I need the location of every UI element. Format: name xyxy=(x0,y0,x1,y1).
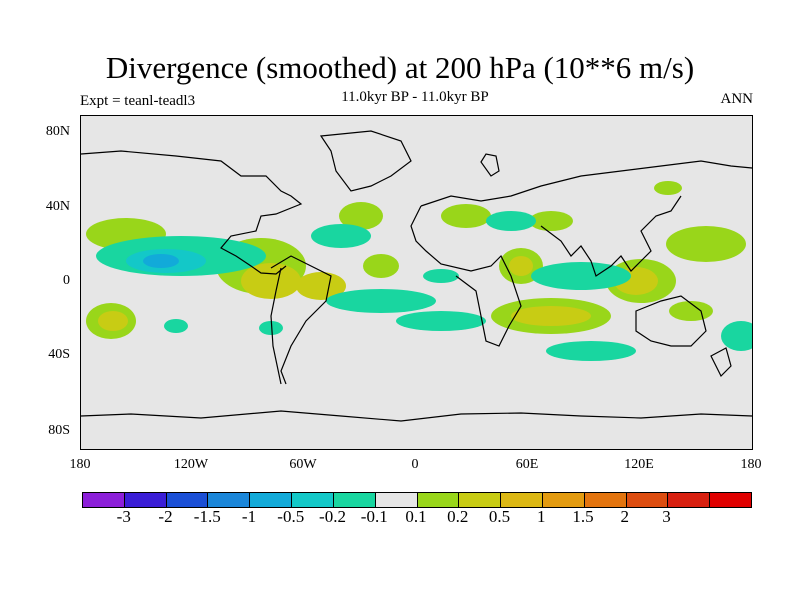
colorbar-label: -1 xyxy=(241,507,257,526)
lat-label-80n: 80N xyxy=(45,124,70,139)
experiment-label: Expt = teanl-teadl3 xyxy=(80,93,196,109)
colorbar-label: 0.1 xyxy=(405,507,427,526)
colorbar xyxy=(82,492,752,508)
colorbar-box xyxy=(333,493,376,507)
colorbar-label: 3 xyxy=(662,507,671,526)
coastlines xyxy=(81,130,752,422)
colorbar-label: -2 xyxy=(158,507,173,526)
colorbar-label: 1.5 xyxy=(572,507,594,526)
colorbar-label: 0.2 xyxy=(447,507,469,526)
colorbar-label: 0.5 xyxy=(488,507,511,526)
colorbar-box xyxy=(542,493,585,507)
colorbar-label: -0.1 xyxy=(360,507,388,526)
colorbar-box xyxy=(166,493,209,507)
colorbar-box xyxy=(124,493,167,507)
colorbar-label: 1 xyxy=(537,507,546,526)
positive-divergence-regions xyxy=(86,181,746,339)
colorbar-label: -3 xyxy=(116,507,131,526)
colorbar-label: -0.5 xyxy=(277,507,305,526)
map-plot-area xyxy=(80,115,753,450)
colorbar-box xyxy=(83,493,125,507)
lon-label-60e: 60E xyxy=(515,457,539,472)
colorbar-box xyxy=(501,493,543,507)
lon-label-60w: 60W xyxy=(289,457,317,472)
season-label: ANN xyxy=(720,91,754,107)
lat-label-0: 0 xyxy=(63,273,70,288)
lon-label-180e: 180 xyxy=(740,457,762,472)
colorbar-label: 2 xyxy=(620,507,630,526)
colorbar-box xyxy=(292,493,334,507)
lat-label-40s: 40S xyxy=(48,347,70,362)
lon-label-180w: 180 xyxy=(69,457,91,472)
colorbar-box xyxy=(584,493,627,507)
colorbar-box xyxy=(250,493,293,507)
lat-label-80s: 80S xyxy=(48,423,70,438)
colorbar-label: -1.5 xyxy=(193,507,221,526)
divergence-map xyxy=(81,130,752,422)
lon-label-0: 0 xyxy=(411,457,419,472)
colorbar-box xyxy=(375,493,418,507)
colorbar-box xyxy=(710,493,751,507)
colorbar-box xyxy=(668,493,711,507)
plot-title: Divergence (smoothed) at 200 hPa (10**6 … xyxy=(105,50,695,85)
negative-divergence-regions xyxy=(96,211,752,361)
colorbar-box xyxy=(626,493,669,507)
colorbar-box xyxy=(417,493,460,507)
lon-label-120w: 120W xyxy=(173,457,209,472)
lat-label-40n: 40N xyxy=(45,199,70,214)
time-range-subtitle: 11.0kyr BP - 11.0kyr BP xyxy=(341,89,489,105)
colorbar-label: -0.2 xyxy=(319,507,346,526)
colorbar-box xyxy=(208,493,251,507)
colorbar-box xyxy=(459,493,502,507)
lon-label-120e: 120E xyxy=(624,457,654,472)
